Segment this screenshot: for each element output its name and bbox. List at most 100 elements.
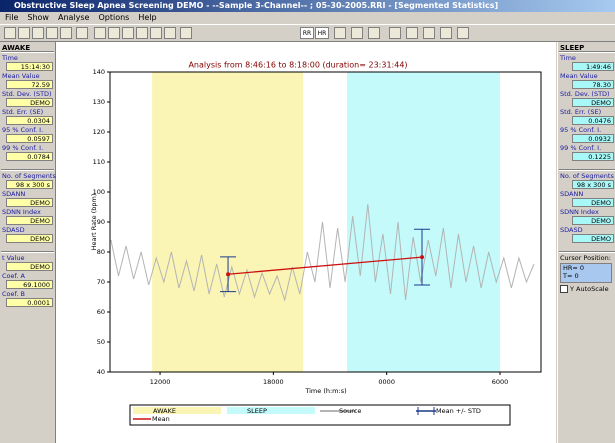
tool-button[interactable] <box>32 27 44 39</box>
field-value: DEMO <box>572 98 614 107</box>
legend-label: SLEEP <box>247 407 267 415</box>
field-label: Mean Value <box>2 72 40 80</box>
y-tick-label: 130 <box>93 98 105 106</box>
tool-button[interactable] <box>351 27 363 39</box>
field-label: Time <box>2 54 18 62</box>
tool-button[interactable] <box>164 27 176 39</box>
field-value: 98 x 300 s <box>572 180 614 189</box>
field-value: 0.0304 <box>6 116 53 125</box>
checkbox-row[interactable]: Y AutoScale <box>560 285 609 293</box>
legend-label: AWAKE <box>153 407 176 415</box>
panel-heading: SLEEP <box>560 44 585 52</box>
y-tick-label: 140 <box>93 68 105 76</box>
checkbox[interactable] <box>560 285 568 293</box>
toolbar: RR HR <box>0 24 615 42</box>
field-value: DEMO <box>572 216 614 225</box>
tool-button[interactable] <box>108 27 120 39</box>
legend-swatch <box>227 407 315 414</box>
legend-label: Mean +/- STD <box>436 407 481 415</box>
field-label: Coef. B <box>2 290 25 298</box>
y-tick-label: 70 <box>97 278 105 286</box>
tool-button[interactable] <box>46 27 58 39</box>
tool-button[interactable] <box>423 27 435 39</box>
x-tick-label: 18000 <box>263 378 284 386</box>
tool-button[interactable] <box>18 27 30 39</box>
legend-box <box>129 404 511 426</box>
legend-label: Mean <box>152 415 170 423</box>
field-value: DEMO <box>6 262 53 271</box>
tool-button[interactable] <box>406 27 418 39</box>
tool-button[interactable] <box>389 27 401 39</box>
field-value: 72.59 <box>6 80 53 89</box>
field-label: SDANN <box>560 190 584 198</box>
title-bar: Obstructive Sleep Apnea Screening DEMO -… <box>0 0 615 12</box>
x-tick-label: 12000 <box>150 378 171 386</box>
field-label: 95 % Conf. I. <box>2 126 44 134</box>
tool-button[interactable] <box>94 27 106 39</box>
checkbox-label[interactable]: Y AutoScale <box>570 285 609 293</box>
field-label: Std. Dev. (STD) <box>560 90 610 98</box>
mean-point <box>226 272 231 277</box>
field-value: 15:14:30 <box>6 62 53 71</box>
tool-button[interactable] <box>136 27 148 39</box>
tool-button[interactable] <box>180 27 192 39</box>
field-label: 99 % Conf. I. <box>560 144 602 152</box>
field-label: Mean Value <box>560 72 598 80</box>
tool-button[interactable] <box>440 27 452 39</box>
y-tick-label: 50 <box>97 338 105 346</box>
field-label: 95 % Conf. I. <box>560 126 602 134</box>
field-label: Std. Err. (SE) <box>2 108 44 116</box>
y-tick-label: 110 <box>93 158 105 166</box>
cursor-box: HR= 0 T= 0 <box>560 263 612 283</box>
field-value: DEMO <box>572 234 614 243</box>
cursor-label: Cursor Position: <box>560 254 611 262</box>
tool-button[interactable] <box>122 27 134 39</box>
tool-button[interactable] <box>457 27 469 39</box>
x-tick-label: 6000 <box>492 378 509 386</box>
separator <box>1 169 54 171</box>
field-value: DEMO <box>6 198 53 207</box>
tool-button[interactable] <box>334 27 346 39</box>
menu-item[interactable]: File <box>5 13 19 22</box>
field-label: Coef. A <box>2 272 25 280</box>
menu-item[interactable]: Options <box>98 13 130 22</box>
chart: Analysis from 8:46:16 to 8:18:00 (durati… <box>56 42 556 443</box>
menu-item[interactable]: Show <box>27 13 49 22</box>
right-panel: SLEEP Time 1:49:46 Mean Value 78.30 Std. Dev.… <box>557 42 615 443</box>
tool-button[interactable] <box>368 27 380 39</box>
field-value: 0.0597 <box>6 134 53 143</box>
field-label: Time <box>560 54 576 62</box>
chart-title: Analysis from 8:46:16 to 8:18:00 (durati… <box>188 61 407 70</box>
legend-swatch <box>133 407 221 414</box>
y-axis-label: Heart Rate (bpm) <box>90 194 98 251</box>
field-value: 1:49:46 <box>572 62 614 71</box>
tool-button[interactable] <box>76 27 88 39</box>
separator <box>1 51 54 53</box>
tool-button[interactable] <box>60 27 72 39</box>
field-label: SDANN <box>2 190 26 198</box>
separator <box>1 251 54 253</box>
field-value: 0.0001 <box>6 298 53 307</box>
menu-item[interactable]: Analyse <box>57 13 90 22</box>
field-value: 98 x 300 s <box>6 180 53 189</box>
x-tick-label: 0000 <box>378 378 395 386</box>
legend-label: Source <box>339 407 361 415</box>
left-panel: AWAKE Time 15:14:30 Mean Value 72.59 Std. Dev… <box>0 42 56 443</box>
field-value: 0.0784 <box>6 152 53 161</box>
menu-item[interactable]: Help <box>138 13 157 22</box>
field-label: t Value <box>2 254 25 262</box>
tool-button[interactable] <box>150 27 162 39</box>
field-value: 0.0476 <box>572 116 614 125</box>
hr-button[interactable]: HR <box>315 27 329 39</box>
window-title: Obstructive Sleep Apnea Screening DEMO -… <box>14 1 499 10</box>
field-value: 69.1000 <box>6 280 53 289</box>
field-label: SDNN Index <box>560 208 599 216</box>
tool-button[interactable] <box>4 27 16 39</box>
field-label: SDASD <box>2 226 25 234</box>
y-tick-label: 90 <box>97 218 105 226</box>
rr-button[interactable]: RR <box>300 27 314 39</box>
field-value: 0.0932 <box>572 134 614 143</box>
separator <box>559 251 615 253</box>
separator <box>559 169 615 171</box>
series-line <box>110 203 535 302</box>
